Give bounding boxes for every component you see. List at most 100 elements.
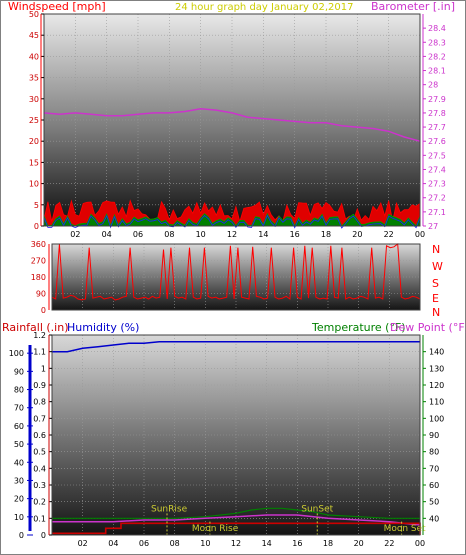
barometer-tick-label: 27 — [428, 222, 438, 231]
humidity-axis: 0 10 20 30 40 50 60 70 80 90 100 — [9, 349, 33, 540]
barometer-tick-label: 27.8 — [428, 109, 446, 118]
barometer-tick-label: 27.3 — [428, 180, 446, 189]
direction-axis: 0 90 180 270 360 — [31, 240, 50, 315]
compass-w: W — [432, 260, 443, 273]
direction-tick-label: 360 — [31, 240, 46, 249]
windspeed-tick-label: 50 — [29, 10, 39, 19]
windspeed-tick-label: 45 — [29, 31, 39, 40]
rainfall-tick-label: 0.6 — [33, 431, 46, 440]
rainfall-tick-label: 0 — [41, 531, 46, 540]
temperature-tick-label: 110 — [429, 398, 444, 407]
windspeed-tick-label: 20 — [29, 137, 39, 146]
direction-tick-label: 180 — [31, 273, 46, 282]
temperature-tick-label: 40 — [429, 514, 439, 523]
series-line — [52, 514, 421, 526]
time-tick-label: 16 — [292, 539, 302, 548]
windspeed-tick-label: 10 — [29, 180, 39, 189]
barometer-tick-label: 27.5 — [428, 151, 446, 160]
rainfall-axis-title: Rainfall (.in) — [2, 321, 69, 334]
time-tick-label: 06 — [139, 539, 149, 548]
humidity-tick-label: 100 — [9, 349, 24, 358]
humidity-tick-label: 90 — [14, 367, 24, 376]
graph-title: 24 hour graph day January 02,2017 — [175, 2, 353, 13]
time-tick-label: 10 — [200, 539, 210, 548]
time-tick-label: 00 — [415, 539, 425, 548]
barometer-tick-label: 27.7 — [428, 123, 446, 132]
windspeed-axis: 0 5 10 15 20 25 30 35 40 45 50 — [29, 10, 44, 231]
direction-tick-label: 270 — [31, 257, 46, 266]
rainfall-tick-label: 0.9 — [33, 381, 46, 390]
barometer-tick-label: 28.4 — [428, 24, 446, 33]
sun-moon-markers: SunRise SunSet Moon Rise Moon Set — [151, 504, 426, 535]
marker-label: Moon Set — [384, 524, 427, 534]
wind-direction-series — [51, 243, 421, 301]
humidity-tick-label: 30 — [14, 476, 24, 485]
rainfall-tick-label: 1 — [41, 364, 46, 373]
time-tick-label: 16 — [290, 230, 300, 239]
windspeed-axis-title: Windspeed [mph] — [8, 0, 106, 13]
barometer-tick-label: 27.4 — [428, 165, 446, 174]
time-tick-label: 18 — [323, 539, 333, 548]
series-line — [52, 340, 420, 353]
time-tick-label: 10 — [196, 230, 206, 239]
compass-e: E — [432, 292, 439, 305]
temperature-axis-title: Temperature (°F) — [311, 321, 406, 334]
compass-n-bottom: N — [432, 306, 440, 319]
rainfall-tick-label: 0.3 — [33, 481, 46, 490]
time-tick-label: 18 — [321, 230, 331, 239]
time-tick-label: 22 — [384, 230, 394, 239]
dewpoint-axis-title: Dew Point (°F) — [390, 321, 466, 334]
rainfall-axis: 0 0.1 0.2 0.3 0.4 0.5 0.6 0.7 0.8 0.9 1 1.1 1.2 — [33, 331, 52, 540]
barometer-tick-label: 27.9 — [428, 95, 446, 104]
temperature-tick-label: 70 — [429, 464, 439, 473]
windspeed-tick-label: 0 — [34, 222, 39, 231]
time-tick-label: 12 — [231, 539, 241, 548]
barometer-tick-label: 27.1 — [428, 208, 446, 217]
windspeed-tick-label: 5 — [34, 201, 39, 210]
temperature-tick-label: 80 — [429, 448, 439, 457]
barometer-axis: 27 27.1 27.2 27.3 27.4 27.5 27.6 27.7 27.8 27.9 28… — [422, 14, 446, 231]
windspeed-tick-label: 40 — [29, 52, 39, 61]
rainfall-tick-label: 0.5 — [33, 448, 46, 457]
compass-n-top: N — [432, 243, 440, 256]
humidity-tick-label: 60 — [14, 422, 24, 431]
windspeed-tick-label: 35 — [29, 74, 39, 83]
wind-direction-line — [51, 243, 421, 301]
time-tick-label: 14 — [262, 539, 272, 548]
windspeed-tick-label: 30 — [29, 95, 39, 104]
rainfall-tick-label: 0.7 — [33, 414, 46, 423]
wind-direction-trace — [43, 214, 421, 229]
rainfall-tick-label: 0.4 — [33, 464, 46, 473]
humidity-tick-label: 20 — [14, 495, 24, 504]
direction-tick-label: 90 — [36, 290, 46, 299]
time-tick-label: 20 — [352, 230, 362, 239]
time-tick-label: 20 — [354, 539, 364, 548]
rainfall-tick-label: 0.8 — [33, 398, 46, 407]
rainfall-tick-label: 0.1 — [33, 514, 46, 523]
time-tick-label: 08 — [170, 539, 180, 548]
wind-plot-grid — [44, 13, 421, 227]
time-tick-label: 00 — [415, 230, 425, 239]
humidity-axis-title: Humidity (%) — [67, 321, 139, 334]
temperature-tick-label: 90 — [429, 431, 439, 440]
humidity-tick-label: 50 — [14, 440, 24, 449]
barometer-tick-label: 28.2 — [428, 52, 446, 61]
humidity-tick-label: 70 — [14, 404, 24, 413]
time-tick-label: 06 — [133, 230, 143, 239]
barometer-tick-label: 27.2 — [428, 194, 446, 203]
rainfall-tick-label: 0.2 — [33, 498, 46, 507]
time-tick-label: 02 — [70, 230, 80, 239]
rainfall-tick-label: 1.2 — [33, 331, 46, 340]
barometer-axis-title: Barometer [.in] — [371, 0, 455, 13]
marker-label: Moon Rise — [192, 524, 239, 534]
barometer-tick-label: 27.6 — [428, 137, 446, 146]
marker-label: SunRise — [151, 504, 188, 514]
time-tick-label: 04 — [102, 230, 112, 239]
rainfall-tick-label: 1.1 — [33, 348, 46, 357]
temperature-tick-label: 60 — [429, 481, 439, 490]
barometer-tick-label: 28 — [428, 81, 438, 90]
humidity-tick-label: 80 — [14, 386, 24, 395]
wind-average-area — [43, 212, 421, 227]
time-axis-top: 02 04 06 08 10 12 14 16 18 20 22 00 — [70, 230, 425, 239]
barometer-tick-label: 28.1 — [428, 67, 446, 76]
